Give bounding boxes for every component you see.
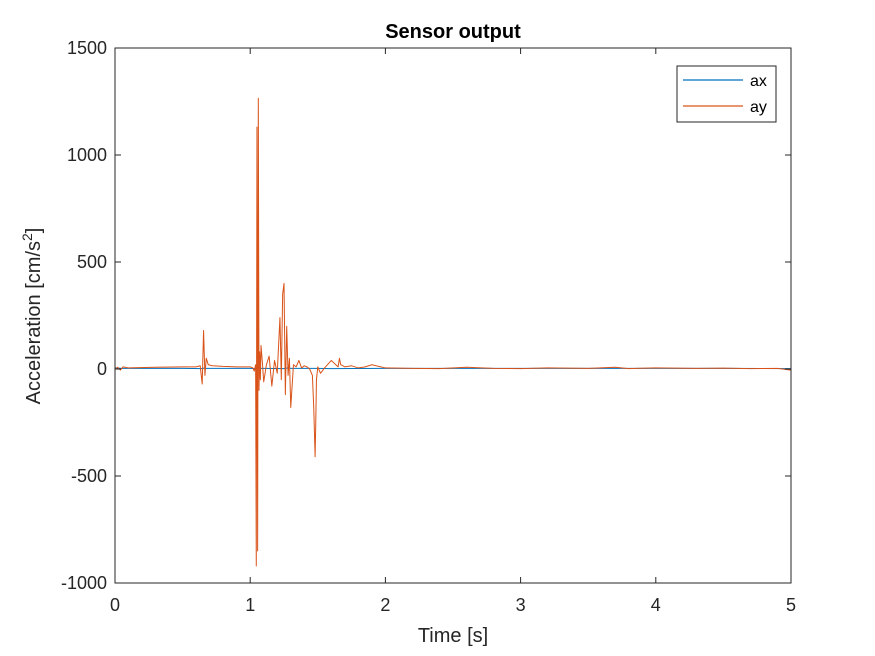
y-axis-label-text: Acceleration [cm/s <box>23 241 45 404</box>
series-layer <box>114 97 792 567</box>
chart-title: Sensor output <box>385 21 521 43</box>
y-tick-label: -1000 <box>61 573 107 593</box>
x-axis-ticks: 0 1 2 3 4 5 <box>110 48 796 615</box>
y-tick-label: 1000 <box>67 145 107 165</box>
series-line-ay <box>114 97 792 567</box>
y-tick-label: 1500 <box>67 38 107 58</box>
x-tick-label: 1 <box>245 595 255 615</box>
x-tick-label: 2 <box>380 595 390 615</box>
axes-frame <box>114 47 792 584</box>
legend-box <box>676 65 777 123</box>
y-axis-ticks: -1000 -500 0 500 1000 1500 <box>61 38 791 593</box>
x-tick-label: 0 <box>110 595 120 615</box>
x-tick-label: 4 <box>651 595 661 615</box>
x-tick-label: 5 <box>786 595 796 615</box>
y-tick-label: 0 <box>97 359 107 379</box>
plot-area <box>115 48 791 583</box>
legend-label-ay: ay <box>750 99 767 116</box>
x-axis-label: Time [s] <box>418 625 488 647</box>
x-tick-label: 3 <box>516 595 526 615</box>
y-axis-label: Acceleration [cm/s2] <box>19 228 45 405</box>
y-tick-label: -500 <box>71 466 107 486</box>
y-axis-label-close: ] <box>23 228 45 234</box>
legend-label-ax: ax <box>750 73 767 90</box>
y-tick-label: 500 <box>77 252 107 272</box>
y-axis-label-superscript: 2 <box>19 233 35 241</box>
legend: ax ay <box>676 65 777 123</box>
